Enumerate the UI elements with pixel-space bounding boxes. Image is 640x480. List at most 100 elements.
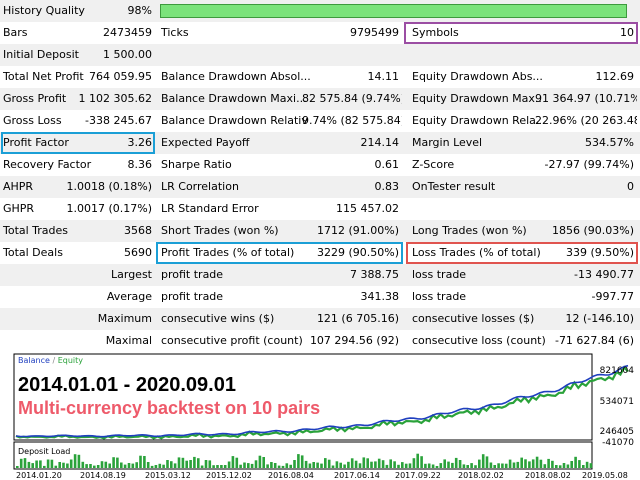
deposit-load-bar bbox=[185, 460, 188, 468]
expected-payoff-label: Expected Payoff bbox=[161, 136, 250, 149]
deposit-load-bar bbox=[316, 462, 319, 468]
deposit-load-bar bbox=[493, 465, 496, 468]
deposit-load-bar bbox=[558, 465, 562, 468]
average-profit-value: 341.38 bbox=[360, 290, 400, 303]
deposit-load-bar bbox=[439, 463, 443, 468]
report-row: Largest profit trade 7 388.75 loss trade… bbox=[0, 264, 640, 286]
deposit-load-bar bbox=[489, 462, 493, 468]
history-quality-label: History Quality bbox=[3, 4, 85, 17]
deposit-load-bar bbox=[39, 460, 42, 468]
deposit-load-bar bbox=[277, 465, 281, 468]
deposit-load-bar bbox=[547, 458, 550, 468]
deposit-load-bar bbox=[320, 463, 323, 468]
deposit-load-bar bbox=[385, 464, 389, 468]
deposit-load-bar bbox=[512, 462, 516, 468]
report-row: Gross Profit 1 102 305.62 Balance Drawdo… bbox=[0, 88, 640, 110]
profit-factor-label: Profit Factor bbox=[3, 136, 69, 149]
deposit-load-bar bbox=[362, 457, 366, 468]
bars-label: Bars bbox=[3, 26, 28, 39]
sharpe-ratio-label: Sharpe Ratio bbox=[161, 158, 232, 171]
deposit-load-bar bbox=[285, 463, 289, 468]
deposit-load-bar bbox=[370, 461, 373, 468]
deposit-load-bar bbox=[177, 457, 181, 468]
deposit-load-bar bbox=[73, 454, 77, 468]
maximal-loss-value: -71 627.84 (6) bbox=[554, 334, 634, 347]
y-tick-label: -41070 bbox=[602, 438, 634, 448]
deposit-load-bar bbox=[412, 458, 416, 468]
deposit-load-bar bbox=[193, 456, 196, 468]
average-profit-label: profit trade bbox=[161, 290, 224, 303]
deposit-load-bar bbox=[62, 462, 65, 468]
deposit-load-bar bbox=[266, 464, 269, 468]
x-tick-label: 2015.12.02 bbox=[206, 471, 252, 480]
deposit-load-bar bbox=[46, 459, 50, 468]
sharpe-ratio-value: 0.61 bbox=[374, 158, 400, 171]
deposit-load-bar bbox=[127, 463, 131, 468]
deposit-load-bar bbox=[93, 465, 96, 468]
equity-dd-rel-value: 22.96% (20 263.48) bbox=[535, 114, 637, 127]
deposit-load-bar bbox=[589, 463, 593, 468]
deposit-load-bar bbox=[374, 461, 377, 468]
total-trades-value: 3568 bbox=[124, 224, 152, 237]
x-tick-label: 2017.09.22 bbox=[395, 471, 441, 480]
deposit-load-bar bbox=[427, 463, 431, 468]
deposit-load-bar bbox=[582, 465, 585, 468]
history-quality-value: 98% bbox=[127, 4, 152, 17]
deposit-load-bar bbox=[297, 454, 300, 468]
x-tick-label: 2018.02.02 bbox=[458, 471, 504, 480]
deposit-load-bar bbox=[258, 455, 262, 468]
deposit-load-bar bbox=[443, 459, 446, 468]
deposit-load-bar bbox=[108, 463, 111, 468]
deposit-load-bar bbox=[89, 464, 92, 468]
ghpr-value: 1.0017 (0.17%) bbox=[66, 202, 152, 215]
deposit-load-bar bbox=[200, 465, 204, 468]
deposit-load-bar bbox=[504, 463, 508, 468]
deposit-load-bar bbox=[139, 455, 142, 468]
ahpr-label: AHPR bbox=[3, 180, 34, 193]
deposit-load-bar bbox=[401, 462, 404, 468]
x-tick-label: 2017.06.14 bbox=[334, 471, 380, 480]
deposit-load-bar bbox=[335, 461, 339, 468]
deposit-load-bar bbox=[220, 465, 223, 468]
deposit-load-bar bbox=[96, 465, 100, 468]
deposit-load-bar bbox=[239, 464, 242, 468]
deposit-load-bar bbox=[204, 460, 208, 468]
deposit-load-bar bbox=[551, 460, 554, 468]
deposit-load-bar bbox=[100, 461, 104, 468]
report-row: Total Trades 3568 Short Trades (won %) 1… bbox=[0, 220, 640, 242]
deposit-load-bar bbox=[243, 462, 246, 468]
deposit-load-bar bbox=[131, 463, 135, 468]
maximal-loss-label: consecutive loss (count) bbox=[412, 334, 546, 347]
recovery-factor-label: Recovery Factor bbox=[3, 158, 92, 171]
deposit-load-bar bbox=[81, 461, 85, 468]
equity-dd-max-label: Equity Drawdown Max... bbox=[412, 92, 541, 105]
largest-label: Largest bbox=[111, 268, 152, 281]
deposit-load-bar bbox=[54, 465, 58, 468]
deposit-load-bar bbox=[343, 464, 346, 468]
deposit-load-bar bbox=[404, 463, 408, 468]
deposit-load-bar bbox=[250, 463, 254, 468]
lr-correlation-label: LR Correlation bbox=[161, 180, 239, 193]
maximum-wins-label: consecutive wins ($) bbox=[161, 312, 275, 325]
deposit-load-bar bbox=[481, 454, 485, 468]
deposit-load-bar bbox=[162, 464, 165, 468]
initial-deposit-label: Initial Deposit bbox=[3, 48, 79, 61]
deposit-load-bar bbox=[528, 461, 531, 468]
deposit-load-bar bbox=[397, 464, 400, 468]
legend-equity: Equity bbox=[57, 356, 83, 365]
deposit-load-bar bbox=[158, 463, 162, 468]
balance-dd-abs-value: 14.11 bbox=[367, 70, 400, 83]
equity-dd-max-value: 91 364.97 (10.71%) bbox=[535, 92, 637, 105]
deposit-load-bar bbox=[555, 465, 558, 468]
chart-canvas bbox=[13, 353, 629, 470]
deposit-load-bar bbox=[389, 459, 392, 468]
deposit-load-bar bbox=[16, 466, 19, 468]
maximum-losses-label: consecutive losses ($) bbox=[412, 312, 535, 325]
report-row: Total Net Profit 764 059.95 Balance Draw… bbox=[0, 66, 640, 88]
short-trades-label: Short Trades (won %) bbox=[161, 224, 279, 237]
report-row: Recovery Factor 8.36 Sharpe Ratio 0.61 Z… bbox=[0, 154, 640, 176]
maximal-label: Maximal bbox=[105, 334, 152, 347]
deposit-load-bar bbox=[247, 463, 250, 468]
deposit-load-bar bbox=[35, 460, 38, 468]
average-loss-label: loss trade bbox=[412, 290, 467, 303]
